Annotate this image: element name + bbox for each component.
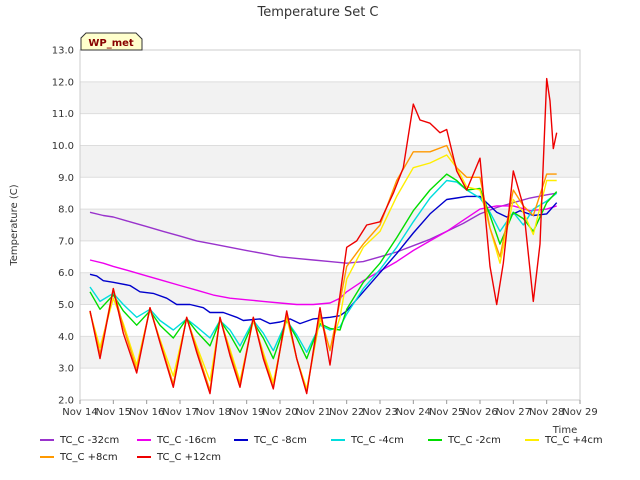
x-tick-label: Nov 14 bbox=[62, 407, 97, 418]
chart-title: Temperature Set C bbox=[256, 5, 378, 20]
x-tick-label: Nov 17 bbox=[162, 407, 197, 418]
y-tick-label: 2.0 bbox=[58, 396, 74, 407]
y-tick-label: 5.0 bbox=[58, 300, 74, 311]
annotation-text: WP_met bbox=[88, 38, 134, 49]
x-tick-label: Nov 25 bbox=[429, 407, 464, 418]
series-line bbox=[89, 192, 557, 264]
legend-label: TC_C -16cm bbox=[156, 435, 216, 446]
y-tick-label: 6.0 bbox=[58, 268, 74, 279]
legend-item: TC_C -4cm bbox=[331, 435, 404, 446]
legend-item: TC_C -32cm bbox=[40, 435, 119, 446]
series-line bbox=[89, 195, 558, 325]
legend-label: TC_C -2cm bbox=[447, 435, 501, 446]
x-tick-label: Nov 28 bbox=[529, 407, 564, 418]
y-tick-label: 11.0 bbox=[52, 109, 74, 120]
y-axis-label: Temperature (C) bbox=[9, 184, 20, 266]
x-tick-label: Nov 24 bbox=[396, 407, 431, 418]
legend-item: TC_C -16cm bbox=[137, 435, 216, 446]
legend-label: TC_C -4cm bbox=[350, 435, 404, 446]
x-tick-label: Nov 21 bbox=[296, 407, 331, 418]
x-tick-label: Nov 22 bbox=[329, 407, 364, 418]
legend-item: TC_C +8cm bbox=[40, 452, 118, 463]
wp-met-annotation: WP_met bbox=[80, 32, 143, 51]
legend-label: TC_C +8cm bbox=[59, 452, 118, 463]
x-tick-label: Nov 20 bbox=[262, 407, 297, 418]
legend-item: TC_C +12cm bbox=[137, 452, 221, 463]
legend-label: TC_C +12cm bbox=[156, 452, 221, 463]
x-tick-label: Nov 29 bbox=[562, 407, 597, 418]
x-tick-label: Nov 26 bbox=[462, 407, 497, 418]
plot-frame bbox=[79, 49, 581, 401]
grid-band bbox=[80, 145, 580, 178]
series-lines bbox=[89, 77, 558, 395]
annotation-box bbox=[80, 32, 143, 51]
legend-label: TC_C +4cm bbox=[544, 435, 603, 446]
x-axis-label: Time bbox=[552, 425, 577, 436]
y-tick-label: 9.0 bbox=[58, 173, 74, 184]
grid-band bbox=[80, 81, 580, 114]
x-tick-label: Nov 15 bbox=[96, 407, 131, 418]
series-line bbox=[89, 205, 557, 306]
legend-item: TC_C -2cm bbox=[428, 435, 501, 446]
x-tick-label: Nov 18 bbox=[196, 407, 231, 418]
legend: TC_C -32cm TC_C -16cm TC_C -8cm TC_C -4cm TC… bbox=[40, 435, 603, 463]
x-tick-label: Nov 16 bbox=[129, 407, 164, 418]
x-tick-label: Nov 19 bbox=[229, 407, 264, 418]
legend-label: TC_C -8cm bbox=[253, 435, 307, 446]
y-tick-label: 3.0 bbox=[58, 364, 74, 375]
y-axis-ticks: 2.0 3.0 4.0 5.0 6.0 7.0 8.0 9.0 10.0 11.0 12.0 13.0 bbox=[52, 46, 74, 407]
x-tick-label: Nov 23 bbox=[362, 407, 397, 418]
y-tick-label: 4.0 bbox=[58, 332, 74, 343]
y-tick-label: 13.0 bbox=[52, 46, 74, 57]
y-tick-label: 8.0 bbox=[58, 205, 74, 216]
grid-band bbox=[80, 272, 580, 305]
y-tick-label: 7.0 bbox=[58, 236, 74, 247]
y-tick-label: 10.0 bbox=[52, 141, 74, 152]
legend-item: TC_C +4cm bbox=[525, 435, 603, 446]
x-tick-label: Nov 27 bbox=[496, 407, 531, 418]
legend-label: TC_C -32cm bbox=[59, 435, 119, 446]
legend-item: TC_C -8cm bbox=[234, 435, 307, 446]
y-tick-label: 12.0 bbox=[52, 77, 74, 88]
series-line bbox=[89, 77, 558, 395]
